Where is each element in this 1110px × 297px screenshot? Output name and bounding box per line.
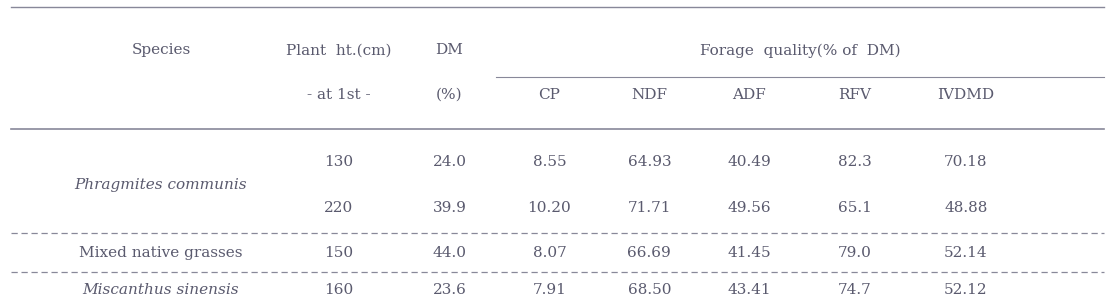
Text: IVDMD: IVDMD — [937, 88, 995, 102]
Text: 130: 130 — [324, 155, 353, 169]
Text: Species: Species — [131, 43, 191, 58]
Text: - at 1st -: - at 1st - — [306, 88, 371, 102]
Text: 44.0: 44.0 — [433, 246, 466, 260]
Text: 160: 160 — [324, 282, 353, 297]
Text: 220: 220 — [324, 201, 353, 215]
Text: 10.20: 10.20 — [527, 201, 572, 215]
Text: 79.0: 79.0 — [838, 246, 871, 260]
Text: Mixed native grasses: Mixed native grasses — [79, 246, 243, 260]
Text: 64.93: 64.93 — [627, 155, 672, 169]
Text: Miscanthus sinensis: Miscanthus sinensis — [82, 282, 240, 297]
Text: NDF: NDF — [632, 88, 667, 102]
Text: 48.88: 48.88 — [944, 201, 988, 215]
Text: 23.6: 23.6 — [433, 282, 466, 297]
Text: 24.0: 24.0 — [433, 155, 466, 169]
Text: 70.18: 70.18 — [944, 155, 988, 169]
Text: 8.07: 8.07 — [533, 246, 566, 260]
Text: 74.7: 74.7 — [838, 282, 871, 297]
Text: RFV: RFV — [838, 88, 871, 102]
Text: 66.69: 66.69 — [627, 246, 672, 260]
Text: 52.14: 52.14 — [944, 246, 988, 260]
Text: 43.41: 43.41 — [727, 282, 771, 297]
Text: 41.45: 41.45 — [727, 246, 771, 260]
Text: 7.91: 7.91 — [533, 282, 566, 297]
Text: Phragmites communis: Phragmites communis — [74, 178, 248, 192]
Text: ADF: ADF — [733, 88, 766, 102]
Text: (%): (%) — [436, 88, 463, 102]
Text: 39.9: 39.9 — [433, 201, 466, 215]
Text: DM: DM — [435, 43, 464, 58]
Text: 8.55: 8.55 — [533, 155, 566, 169]
Text: 150: 150 — [324, 246, 353, 260]
Text: Forage  quality(% of  DM): Forage quality(% of DM) — [700, 43, 900, 58]
Text: Plant  ht.(cm): Plant ht.(cm) — [285, 43, 392, 58]
Text: 49.56: 49.56 — [727, 201, 771, 215]
Text: 52.12: 52.12 — [944, 282, 988, 297]
Text: 68.50: 68.50 — [627, 282, 672, 297]
Text: 40.49: 40.49 — [727, 155, 771, 169]
Text: 71.71: 71.71 — [627, 201, 672, 215]
Text: 82.3: 82.3 — [838, 155, 871, 169]
Text: CP: CP — [538, 88, 561, 102]
Text: 65.1: 65.1 — [838, 201, 871, 215]
